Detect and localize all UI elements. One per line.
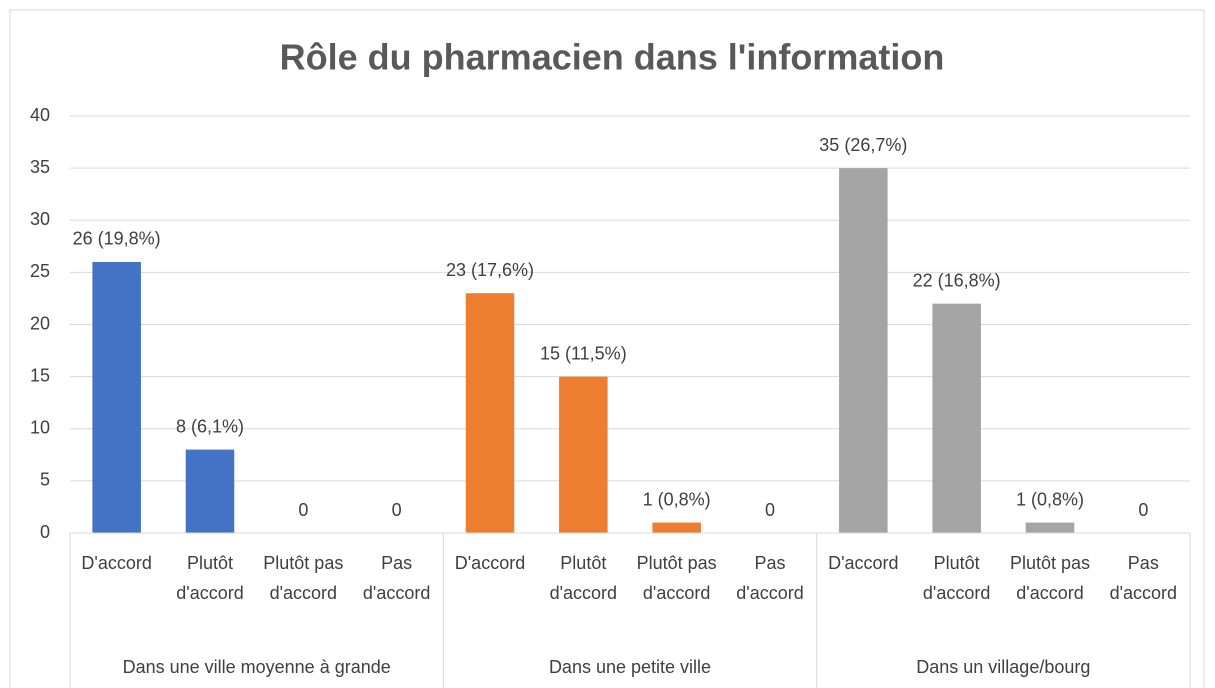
value-label: 8 (6,1%) [176,416,244,436]
bar [839,168,888,533]
bar [932,303,981,533]
value-label: 22 (16,8%) [913,270,1001,290]
value-label: 1 (0,8%) [643,489,711,509]
y-tick-label: 20 [30,313,50,333]
chart-border [9,9,1205,688]
value-label: 1 (0,8%) [1016,489,1084,509]
x-tick-label: Pas d'accord [736,553,804,603]
bar [92,261,141,533]
x-tick-label: D'accord [828,553,899,573]
bar [559,376,608,533]
x-tick-label: Plutôt d'accord [549,553,618,603]
value-label: 0 [765,500,775,520]
value-label: 0 [298,500,308,520]
y-tick-label: 30 [30,209,50,229]
value-label: 23 (17,6%) [446,260,534,280]
y-tick-label: 15 [30,365,50,385]
y-tick-label: 5 [40,470,50,490]
y-tick-label: 40 [30,105,50,125]
value-label: 26 (19,8%) [73,229,161,249]
x-tick-label: Plutôt pas d'accord [636,553,717,603]
group-label: Dans une ville moyenne à grande [122,657,391,677]
y-tick-label: 25 [30,261,50,281]
x-tick-label: Pas d'accord [1109,553,1178,603]
value-label: 35 (26,7%) [819,135,907,155]
bar [185,449,235,533]
value-label: 0 [392,500,402,520]
y-tick-label: 0 [40,522,50,542]
bar [465,293,515,533]
x-tick-label: D'accord [454,553,526,573]
x-tick-label: Plutôt pas d'accord [1009,553,1091,603]
x-tick-label: Plutôt d'accord [922,553,991,603]
x-tick-label: Plutôt d'accord [176,553,244,603]
chart-title: Rôle du pharmacien dans l'information [280,37,945,78]
x-tick-label: Pas d'accord [362,553,431,603]
bar [652,522,701,533]
value-label: 0 [1138,500,1148,520]
value-label: 15 (11,5%) [540,343,627,363]
x-tick-label: D'accord [81,553,152,573]
group-label: Dans un village/bourg [916,657,1091,677]
y-tick-label: 35 [30,157,50,177]
bar [1025,522,1075,533]
y-tick-label: 10 [30,418,50,438]
x-tick-label: Plutôt pas d'accord [263,553,344,603]
group-label: Dans une petite ville [548,657,712,677]
